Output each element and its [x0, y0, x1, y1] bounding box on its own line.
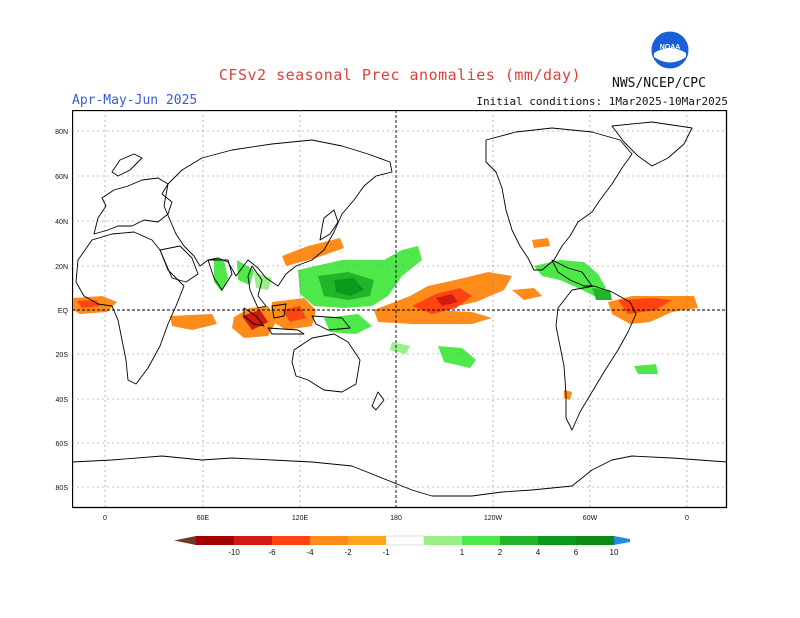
svg-text:NOAA: NOAA: [660, 44, 681, 51]
legend-label: 6: [574, 548, 579, 557]
noaa-logo: NOAA: [651, 31, 689, 69]
lon-label: 60W: [583, 515, 598, 522]
legend-swatch: [462, 536, 500, 545]
initial-conditions-label: Initial conditions: 1Mar2025-10Mar2025: [476, 95, 728, 108]
chart-title: CFSv2 seasonal Prec anomalies (mm/day): [218, 66, 582, 84]
legend-label: -1: [382, 548, 390, 557]
legend-swatch: [538, 536, 576, 545]
legend-label: 1: [460, 548, 465, 557]
legend-label: -10: [228, 548, 240, 557]
legend-label: -4: [306, 548, 314, 557]
lon-label: 180: [390, 515, 402, 522]
legend-swatch: [424, 536, 462, 545]
lon-label: 120E: [292, 515, 309, 522]
legend-swatch: [234, 536, 272, 545]
svg-text:40S: 40S: [56, 397, 69, 404]
legend-label: -2: [344, 548, 352, 557]
legend-label: 10: [610, 548, 619, 557]
lon-label: 0: [103, 515, 107, 522]
coastlines: [72, 121, 728, 497]
color-scale-legend: -10 -6 -4 -2 -1 1 2 4 6 10: [174, 535, 630, 557]
legend-label: -6: [268, 548, 276, 557]
svg-text:60N: 60N: [55, 174, 68, 181]
lat-axis-labels: 80N 60N 40N 20N EQ 20S 40S 60S 80S: [55, 129, 69, 492]
lon-label: 0: [685, 515, 689, 522]
graticule: [72, 110, 727, 508]
legend-swatch: [310, 536, 348, 545]
legend-swatch: [385, 535, 425, 546]
precip-anomaly-map: 80N 60N 40N 20N EQ 20S 40S 60S 80S 0 60E…: [72, 110, 728, 522]
legend-arrow-high: [614, 536, 630, 545]
season-label: Apr-May-Jun 2025: [72, 93, 198, 108]
legend-swatch: [196, 536, 234, 545]
agency-label: NWS/NCEP/CPC: [612, 76, 706, 91]
legend-arrow-low: [174, 536, 196, 545]
svg-text:EQ: EQ: [58, 308, 69, 315]
svg-text:80N: 80N: [55, 129, 68, 136]
svg-text:60S: 60S: [56, 441, 69, 448]
legend-swatch: [272, 536, 310, 545]
lon-label: 120W: [484, 515, 503, 522]
legend-label: 2: [498, 548, 503, 557]
legend-swatch: [500, 536, 538, 545]
svg-text:40N: 40N: [55, 219, 68, 226]
legend-swatch: [576, 536, 614, 545]
legend-swatch: [348, 536, 386, 545]
legend-label: 4: [536, 548, 541, 557]
svg-text:20N: 20N: [55, 264, 68, 271]
svg-text:20S: 20S: [56, 352, 69, 359]
svg-text:80S: 80S: [56, 485, 69, 492]
anomaly-shading: [73, 238, 698, 400]
lon-label: 60E: [197, 515, 210, 522]
